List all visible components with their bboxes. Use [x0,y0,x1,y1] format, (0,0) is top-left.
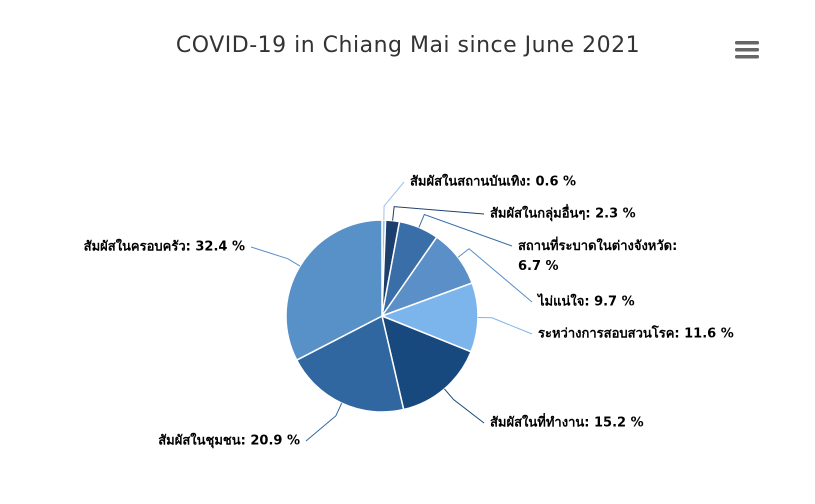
connector [477,317,533,335]
data-label-line: สถานที่ระบาดในต่างจังหวัด: [518,236,677,254]
menu-button[interactable] [735,41,759,59]
data-label: สถานที่ระบาดในต่างจังหวัด: 6.7 % [518,236,677,274]
chart-title: COVID-19 in Chiang Mai since June 2021 [176,33,640,58]
data-label: สัมผัสในกลุ่มอื่นๆ: 2.3 % [490,204,636,222]
data-label: ไม่แน่ใจ: 9.7 % [536,293,635,310]
data-label: สัมผัสในสถานบันเทิง: 0.6 % [410,173,576,190]
connector [392,206,485,221]
pie-slice [295,314,405,413]
menu-bar [735,55,759,59]
pie-slice [285,219,383,362]
data-label: สัมผัสในที่ทำงาน: 15.2 % [490,413,644,431]
connector [457,248,533,303]
data-label: สัมผัสในครอบครัว: 32.4 % [84,238,245,255]
menu-bar [735,41,759,45]
pie-slice [379,282,479,353]
data-label: สัมผัสในชุมชน: 20.9 % [158,432,300,449]
menu-bar [735,48,759,52]
connector [383,181,405,221]
connector [305,402,343,442]
connector [418,213,513,247]
connector [444,388,485,424]
connector [250,246,301,267]
pie-slice [380,314,473,411]
data-label-line: 6.7 % [518,259,559,274]
data-label: ระหว่างการสอบสวนโรค: 11.6 % [538,325,734,342]
